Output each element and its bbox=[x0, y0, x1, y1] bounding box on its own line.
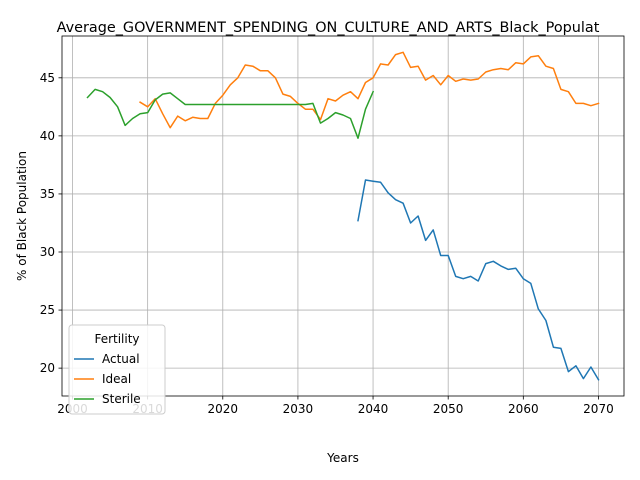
x-tick-label: 2030 bbox=[283, 402, 314, 416]
legend-title: Fertility bbox=[94, 332, 139, 346]
y-tick-label: 25 bbox=[40, 303, 55, 317]
legend: Fertility Actual Ideal Sterile bbox=[68, 324, 166, 415]
x-tick-label: 2070 bbox=[583, 402, 614, 416]
y-tick-label: 45 bbox=[40, 71, 55, 85]
series-line-ideal bbox=[139, 51, 600, 129]
x-axis-label: Years bbox=[326, 451, 359, 465]
y-tick-label: 40 bbox=[40, 129, 55, 143]
legend-box bbox=[68, 324, 166, 415]
axes-frame bbox=[61, 35, 625, 397]
legend-label-sterile: Sterile bbox=[102, 392, 141, 406]
x-tick-label: 2020 bbox=[208, 402, 239, 416]
y-tick-label: 30 bbox=[40, 245, 55, 259]
y-tick-label: 20 bbox=[40, 361, 55, 375]
series-line-actual bbox=[357, 179, 600, 381]
chart-title: Average_GOVERNMENT_SPENDING_ON_CULTURE_A… bbox=[57, 20, 600, 36]
plot-series bbox=[86, 51, 600, 381]
series-line-sterile bbox=[86, 88, 375, 139]
legend-items: Actual Ideal Sterile bbox=[74, 352, 141, 406]
y-axis-label: % of Black Population bbox=[15, 151, 29, 281]
legend-label-ideal: Ideal bbox=[102, 372, 131, 386]
x-tick-label: 2050 bbox=[433, 402, 464, 416]
x-tick-label: 2040 bbox=[358, 402, 389, 416]
y-tick-label: 35 bbox=[40, 187, 55, 201]
x-tick-label: 2060 bbox=[508, 402, 539, 416]
legend-label-actual: Actual bbox=[102, 352, 140, 366]
